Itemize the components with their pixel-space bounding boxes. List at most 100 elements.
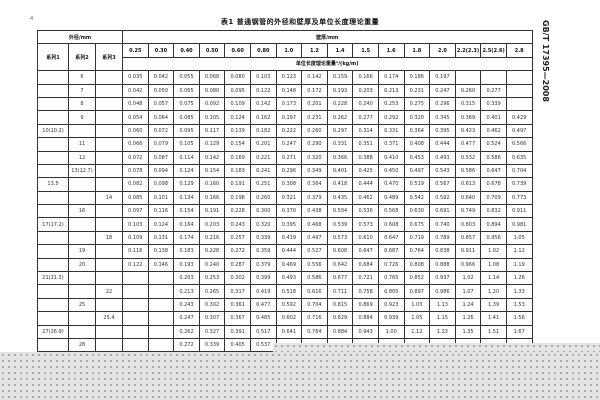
table-row: 13.5 0.082 0.098 0.129 0.160 0.191 0.251 0.308 0… [37,177,533,192]
series-1-cell: 21(21.3) [37,271,69,286]
weight-cell: 0.829 [326,311,354,326]
weight-cell: 0.364 [403,123,431,139]
thickness-header-cell: 2.0 [429,43,456,58]
series-2-cell: 16 [68,204,96,219]
weight-cell: 0.331 [377,123,405,139]
weight-cell: 0.198 [224,190,251,206]
weight-cell: 0.789 [429,230,456,246]
weight-cell: 0.857 [454,230,482,246]
weight-cell: 0.371 [377,137,405,152]
standard-number: GB/T 17395—2008 [541,20,550,102]
weight-cell: 0.542 [403,190,431,206]
weight-cell: 1.35 [454,324,482,339]
weight-cell: 0.586 [301,271,328,286]
weight-cell: 1.15 [429,311,456,326]
weight-cell: 0.852 [403,271,431,286]
table-row: 18 0.109 0.131 0.174 0.216 0.257 0.339 0.419 0.4… [37,230,533,246]
weight-cell: 0.716 [301,311,328,326]
weight-cell: 0.438 [301,204,328,219]
weight-cell: 0.573 [326,230,354,246]
weight-cell: 0.608 [326,244,354,259]
weight-cell: 0.423 [454,123,482,139]
weight-cell: 0.429 [505,110,533,125]
table-row: 11 0.066 0.079 0.105 0.129 0.154 0.201 0.247 0.2… [37,137,533,152]
weight-cell: 0.566 [505,137,533,152]
weight-cell: 0.388 [352,150,379,165]
weight-cell: 0.240 [352,96,379,112]
weight-cell: 0.079 [147,137,175,152]
weight-cell [122,284,149,299]
weight-cell: 0.174 [377,70,405,85]
weight-cell: 0.148 [275,83,303,98]
weight-cell: 1.53 [505,297,533,313]
weight-cell: 0.675 [403,217,431,232]
weight-cell: 0.519 [403,177,431,192]
weight-cell [122,324,149,339]
series-3-cell [95,204,123,219]
series-3-cell [95,324,123,339]
weight-cell: 0.193 [173,257,200,273]
weight-cell: 0.201 [301,96,328,112]
table-row: 9 0.054 0.064 0.085 0.105 0.124 0.162 0.197 0.23… [37,110,533,125]
weight-cell: 0.884 [326,324,354,339]
series-1-cell [37,83,69,98]
weight-cell: 0.592 [429,190,456,206]
weight-cell: 0.367 [224,311,251,326]
weight-cell: 1.67 [505,324,533,339]
weight-cell: 0.331 [326,137,354,152]
weight-cell [147,337,175,353]
weight-cell: 0.231 [403,83,431,98]
thickness-header-cell: 0.50 [198,43,226,58]
weight-cell: 0.182 [249,123,277,139]
series-2-cell: 28 [68,337,96,353]
series-1-cell [37,337,69,353]
weight-cell: 0.641 [275,324,303,339]
series-2-header: 系列2 [68,43,96,72]
weight-cell: 0.222 [275,123,303,139]
weight-cell: 0.399 [249,271,277,286]
weight-cell: 0.124 [173,163,200,179]
weight-cell: 0.087 [147,150,175,165]
weight-cell: 0.418 [326,177,354,192]
weight-cell [122,337,149,353]
series-1-cell [37,137,69,152]
steel-pipe-weight-table: 外径/mm 壁厚/mm 系列1 系列2 系列3 0.25 0.30 0.40 0.50… [37,29,533,353]
weight-cell: 0.114 [173,150,200,165]
series-1-cell: 10(10.2) [37,123,69,139]
weight-cell: 0.497 [505,123,533,139]
weight-cell: 0.640 [454,190,482,206]
weight-cell: 0.888 [429,257,456,273]
weight-cell: 0.262 [173,324,200,339]
series-2-cell: 13(12.7) [68,163,96,179]
weight-cell: 0.221 [249,150,277,165]
weight-cell: 0.057 [147,96,175,112]
weight-cell: 0.911 [454,244,482,259]
weight-cell: 0.203 [198,217,226,232]
weight-cell: 0.803 [454,217,482,232]
weight-cell: 0.307 [198,311,226,326]
series-3-cell [95,257,123,273]
weight-cell: 0.065 [173,83,200,98]
weight-cell: 0.339 [480,96,507,112]
weight-cell: 0.287 [224,257,251,273]
weight-cell: 0.320 [249,217,277,232]
weight-cell: 0.911 [505,204,533,219]
weight-cell: 0.095 [224,83,251,98]
weight-cell: 0.247 [429,83,456,98]
weight-cell: 0.297 [326,123,354,139]
weight-cell: 0.050 [147,83,175,98]
weight-cell: 0.272 [224,244,251,259]
series-1-header: 系列1 [37,43,69,72]
weight-cell: 0.098 [147,177,175,192]
weight-cell [147,297,175,313]
weight-cell: 0.131 [147,230,175,246]
series-2-cell [68,311,96,326]
weight-cell: 0.556 [301,257,328,273]
series-1-cell: 27(26.9) [37,324,69,339]
weight-cell: 1.51 [480,324,507,339]
weight-cell: 0.704 [301,297,328,313]
table-row: 17(17.2) 0.103 0.124 0.164 0.203 0.243 0.320 0.… [37,217,533,232]
weight-cell: 0.939 [377,311,405,326]
weight-cell: 0.986 [429,284,456,299]
weight-cell: 1.05 [505,230,533,246]
